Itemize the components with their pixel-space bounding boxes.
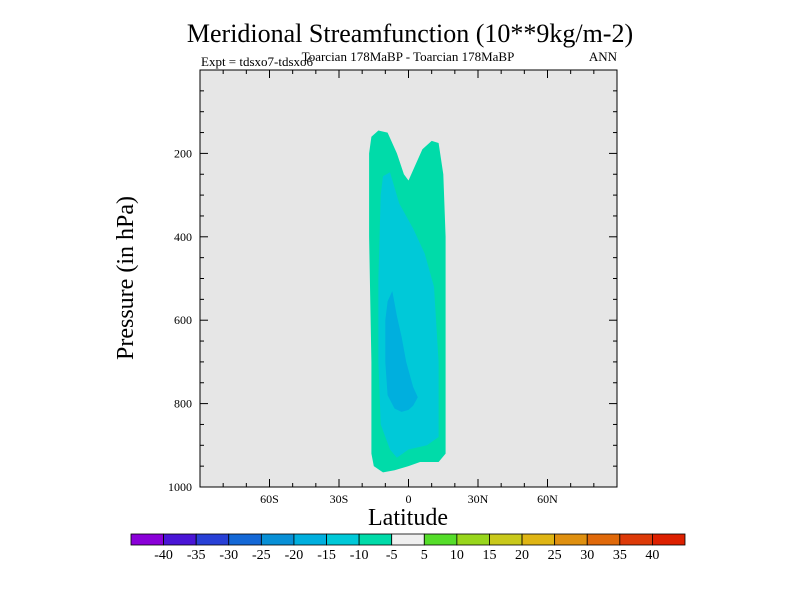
colorbar-swatch bbox=[456, 533, 490, 546]
colorbar-swatch bbox=[652, 533, 686, 546]
contour-region-3 bbox=[385, 291, 418, 412]
experiment-label: Expt = tdsxo7-tdsxo6 bbox=[201, 54, 314, 69]
colorbar-level-label: 20 bbox=[515, 548, 529, 563]
colorbar-swatch bbox=[326, 533, 360, 546]
colorbar-level-label: 40 bbox=[645, 548, 659, 563]
colorbar-level-label: 5 bbox=[421, 548, 428, 563]
x-tick-label: 60S bbox=[260, 492, 279, 506]
x-tick-label: 30N bbox=[468, 492, 489, 506]
colorbar-swatch bbox=[423, 533, 458, 546]
x-axis-label: Latitude bbox=[368, 505, 448, 531]
colorbar-level-label: -5 bbox=[386, 548, 398, 563]
plot-frame bbox=[199, 69, 618, 488]
colorbar-swatch bbox=[586, 533, 621, 546]
colorbar-labels: -40 -35 -30 -25 -20 -15 -10 -5 5 10 15 20 25 30 35 40 bbox=[154, 548, 659, 563]
season-label: ANN bbox=[589, 49, 618, 64]
colorbar-level-label: -30 bbox=[219, 548, 238, 563]
x-tick-label: 60N bbox=[537, 492, 558, 506]
colorbar-level-label: -15 bbox=[317, 548, 336, 563]
y-tick-label: 400 bbox=[174, 230, 192, 244]
colorbar-swatch bbox=[163, 533, 197, 546]
colorbar-level-label: -40 bbox=[154, 548, 173, 563]
y-tick-label: 1000 bbox=[168, 480, 192, 494]
axis-ticks bbox=[200, 70, 617, 488]
colorbar-level-label: 25 bbox=[548, 548, 562, 563]
x-tick-label: 30S bbox=[330, 492, 349, 506]
colorbar-swatch bbox=[293, 533, 327, 546]
colorbar bbox=[130, 533, 686, 546]
colorbar-swatch bbox=[195, 533, 230, 546]
x-tick-label: 0 bbox=[406, 492, 412, 506]
chart-title: Meridional Streamfunction (10**9kg/m-2) bbox=[187, 19, 633, 48]
colorbar-swatch bbox=[358, 533, 393, 546]
contour-layer bbox=[369, 130, 446, 473]
y-axis-label: Pressure (in hPa) bbox=[113, 196, 139, 360]
colorbar-swatch bbox=[554, 533, 588, 546]
y-tick-label: 800 bbox=[174, 397, 192, 411]
colorbar-level-label: 10 bbox=[450, 548, 464, 563]
colorbar-level-label: 30 bbox=[580, 548, 594, 563]
colorbar-level-label: -10 bbox=[350, 548, 369, 563]
axis-tick-labels: 60S 30S 0 30N 60N 200 400 600 800 1000 bbox=[168, 146, 558, 506]
colorbar-level-label: -35 bbox=[187, 548, 206, 563]
y-tick-label: 600 bbox=[174, 313, 192, 327]
period-label: Toarcian 178MaBP - Toarcian 178MaBP bbox=[302, 49, 515, 64]
colorbar-swatch bbox=[260, 533, 295, 546]
colorbar-level-label: 15 bbox=[482, 548, 496, 563]
colorbar-swatch bbox=[489, 533, 523, 546]
y-tick-label: 200 bbox=[174, 146, 192, 160]
colorbar-swatch bbox=[391, 533, 425, 546]
colorbar-level-label: -20 bbox=[285, 548, 304, 563]
colorbar-level-label: -25 bbox=[252, 548, 271, 563]
colorbar-swatch bbox=[228, 533, 262, 546]
colorbar-level-label: 35 bbox=[613, 548, 627, 563]
colorbar-swatch bbox=[619, 533, 653, 546]
colorbar-swatch bbox=[521, 533, 556, 546]
colorbar-swatch bbox=[130, 533, 164, 546]
